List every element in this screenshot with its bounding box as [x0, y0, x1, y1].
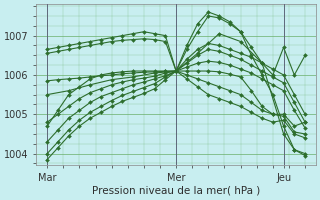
X-axis label: Pression niveau de la mer( hPa ): Pression niveau de la mer( hPa ): [92, 186, 260, 196]
